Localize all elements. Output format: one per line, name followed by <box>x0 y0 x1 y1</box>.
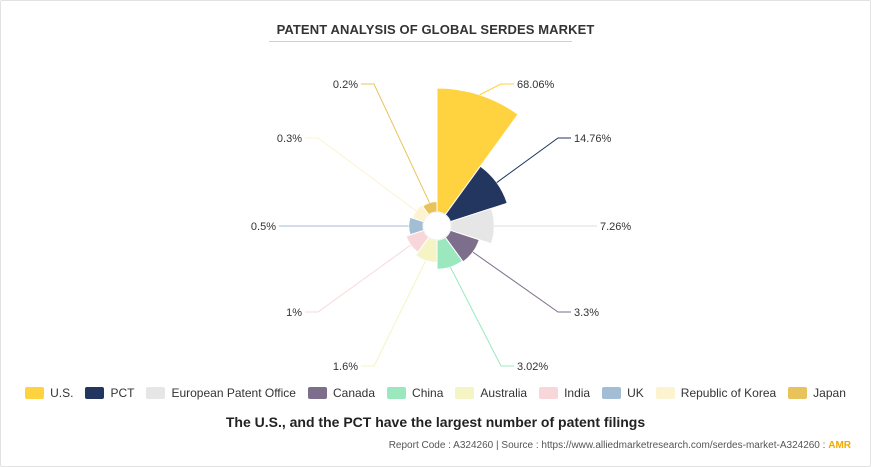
legend-label: Republic of Korea <box>680 386 777 400</box>
legend: U.S. PCT European Patent Office Canada China… <box>0 386 871 400</box>
legend-label: Japan <box>813 386 846 400</box>
legend-item[interactable]: European Patent Office <box>146 386 296 400</box>
chart-subtitle: The U.S., and the PCT have the largest n… <box>225 414 646 430</box>
leader-line <box>496 137 571 183</box>
legend-swatch <box>307 387 327 399</box>
data-label: 0.3% <box>277 133 302 145</box>
report-code: Report Code : A324260 <box>388 440 494 451</box>
legend-label: PCT <box>110 386 135 400</box>
chart-title: PATENT ANALYSIS OF GLOBAL SERDES MARKET <box>276 22 595 37</box>
legend-swatch <box>85 387 105 399</box>
center-hole <box>422 211 452 241</box>
leader-line <box>479 83 514 96</box>
data-label: 1.6% <box>333 361 358 373</box>
source-text: Source : https://www.alliedmarketresearc… <box>501 440 826 451</box>
footer: Report Code : A324260 | Source : https:/… <box>389 440 851 451</box>
legend-swatch <box>387 387 407 399</box>
legend-item[interactable]: China <box>387 386 443 400</box>
data-label: 3.3% <box>574 307 599 319</box>
legend-swatch <box>655 387 675 399</box>
legend-item[interactable]: U.S. <box>25 386 73 400</box>
legend-label: European Patent Office <box>171 386 296 400</box>
data-label: 1% <box>286 307 302 319</box>
leader-line <box>361 260 427 367</box>
leader-line <box>472 251 571 313</box>
legend-label: India <box>564 386 591 400</box>
leader-line <box>449 266 514 367</box>
leader-line <box>361 83 430 203</box>
legend-label: Australia <box>480 386 528 400</box>
legend-item[interactable]: UK <box>602 386 644 400</box>
legend-label: China <box>412 386 444 400</box>
data-label: 0.2% <box>333 79 358 91</box>
legend-swatch <box>455 387 475 399</box>
data-label: 3.02% <box>517 361 548 373</box>
leader-line <box>305 244 411 313</box>
data-label: 68.06% <box>517 79 555 91</box>
amr-logo[interactable]: AMR <box>828 440 851 451</box>
data-label: 0.5% <box>251 221 276 233</box>
legend-item[interactable]: Japan <box>788 386 846 400</box>
legend-swatch <box>602 387 622 399</box>
legend-swatch <box>146 387 166 399</box>
leader-line <box>305 137 417 212</box>
legend-swatch <box>25 387 45 399</box>
legend-label: U.S. <box>50 386 74 400</box>
footer-separator: | <box>496 440 499 451</box>
legend-swatch <box>788 387 808 399</box>
legend-item[interactable]: India <box>539 386 590 400</box>
data-label: 7.26% <box>600 221 631 233</box>
legend-item[interactable]: Australia <box>455 386 527 400</box>
legend-item[interactable]: Canada <box>307 386 376 400</box>
legend-label: UK <box>627 386 644 400</box>
legend-label: Canada <box>332 386 376 400</box>
legend-item[interactable]: Republic of Korea <box>655 386 777 400</box>
legend-swatch <box>539 387 559 399</box>
legend-item[interactable]: PCT <box>85 386 134 400</box>
title-underline <box>269 41 572 42</box>
data-label: 14.76% <box>574 133 612 145</box>
